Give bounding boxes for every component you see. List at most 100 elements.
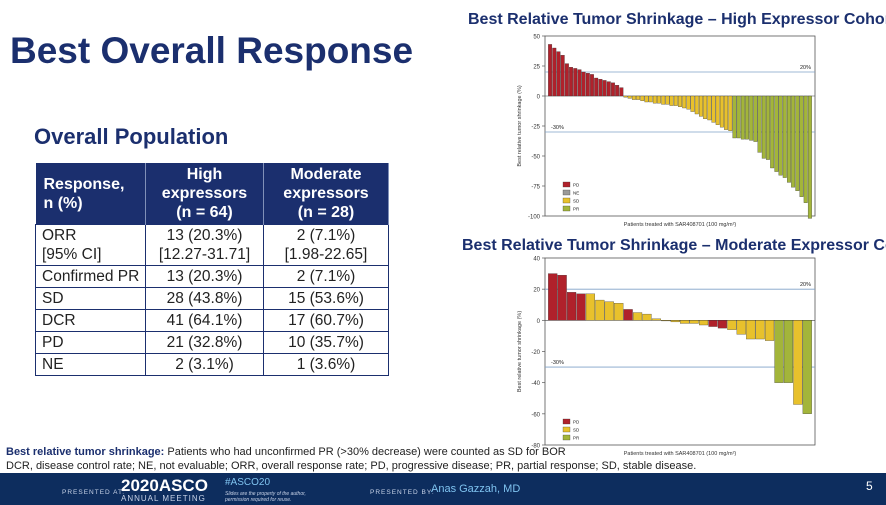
legend-label: PR (573, 207, 580, 212)
bar (686, 95, 691, 110)
bar (633, 312, 643, 321)
bar (567, 292, 577, 321)
table-row: DCR 41 (64.1%) 17 (60.7%) (35, 309, 389, 332)
legend-label: SD (573, 199, 580, 204)
table-cell: 21 (32.8%) (145, 331, 264, 354)
table-cell: 17 (60.7%) (263, 309, 389, 332)
footnote-bold: Best relative tumor shrinkage: (6, 446, 165, 458)
y-tick-label: 0 (537, 95, 541, 101)
bar (717, 320, 727, 329)
table-cell: 15 (53.6%) (263, 287, 389, 310)
bar (577, 69, 582, 97)
bar (614, 303, 624, 321)
bar (803, 95, 808, 203)
table-cell: DCR (35, 309, 146, 332)
bar (770, 95, 775, 169)
bar (569, 67, 573, 97)
bar (636, 95, 641, 100)
y-tick-label: -50 (531, 155, 540, 161)
bar (640, 95, 645, 101)
bar (791, 95, 796, 188)
legend-swatch (562, 205, 571, 212)
bar (661, 320, 671, 322)
table-header-cell: Moderate expressors (n = 28) (263, 163, 389, 225)
bar (724, 95, 729, 130)
bar (736, 95, 741, 139)
bar (694, 95, 699, 115)
bar (678, 95, 682, 107)
bar (799, 95, 804, 197)
chart-title-moderate: Best Relative Tumor Shrinkage – Moderate… (462, 237, 886, 254)
bar (651, 318, 661, 321)
page-title: Best Overall Response (10, 30, 414, 71)
bar (774, 95, 779, 172)
table-cell: 2 (7.1%) (263, 265, 389, 288)
bar (745, 95, 749, 140)
y-tick-label: -25 (531, 125, 540, 131)
bar (665, 95, 670, 105)
table-row: NE 2 (3.1%) 1 (3.6%) (35, 353, 389, 376)
bar (699, 95, 703, 117)
legend-swatch (562, 434, 571, 441)
bar (602, 80, 607, 97)
bar (627, 95, 632, 99)
plot-frame (544, 35, 816, 217)
bar (740, 95, 745, 140)
y-tick-label: -80 (531, 444, 540, 450)
bar (623, 309, 633, 321)
bar (802, 320, 812, 414)
section-title: Overall Population (34, 124, 229, 149)
bar (552, 47, 557, 97)
x-axis-label: Patients treated with SAR408701 (100 mg/… (624, 451, 737, 457)
bar (606, 81, 611, 97)
bar (757, 95, 762, 153)
bar (699, 320, 709, 326)
chart-title-high: Best Relative Tumor Shrinkage – High Exp… (468, 11, 886, 28)
bar (590, 74, 594, 97)
table-cell: 2 (7.1%) [1.98-22.65] (263, 224, 389, 266)
table-header-cell: Response, n (%) (35, 163, 146, 225)
table-row: SD 28 (43.8%) 15 (53.6%) (35, 287, 389, 310)
page-number: 5 (866, 479, 873, 493)
bar (680, 320, 690, 324)
reference-line-label: -30% (551, 125, 564, 131)
bar (619, 87, 624, 97)
bar (728, 95, 733, 131)
bar (557, 274, 567, 321)
bar (548, 273, 558, 321)
table-cell: Confirmed PR (35, 265, 146, 288)
footer-bar: PRESENTED AT: 2020ASCO ANNUAL MEETING #A… (0, 473, 886, 505)
bar (787, 95, 791, 183)
legend-swatch (562, 418, 571, 425)
bar (648, 95, 653, 103)
bar (753, 95, 758, 142)
bar (581, 71, 586, 97)
bar (564, 63, 569, 97)
legend-label: PD (573, 420, 580, 425)
bar (631, 95, 636, 100)
table-cell: 10 (35.7%) (263, 331, 389, 354)
table-row: Confirmed PR 13 (20.3%) 2 (7.1%) (35, 265, 389, 288)
reference-line-label: 20% (800, 282, 811, 288)
table-header-row: Response, n (%) High expressors (n = 64) Mod… (35, 163, 389, 225)
bar (708, 320, 718, 327)
bar (719, 95, 724, 128)
bar (746, 320, 756, 340)
legend-label: SD (573, 428, 580, 433)
bar (669, 95, 674, 106)
legend-label: NE (573, 191, 579, 196)
y-tick-label: 20 (533, 288, 540, 294)
legend-swatch (562, 181, 571, 188)
y-tick-label: -20 (531, 350, 540, 356)
table-row: ORR [95% CI] 13 (20.3%) [12.27-31.71] 2 (7.1… (35, 224, 389, 266)
table-cell: NE (35, 353, 146, 376)
bar (793, 320, 803, 405)
bar (573, 68, 578, 97)
bar (755, 320, 765, 340)
bar (783, 320, 793, 383)
legend-swatch (562, 197, 571, 204)
table-cell: 1 (3.6%) (263, 353, 389, 376)
y-axis-label: Best relative tumor shrinkage (%) (517, 311, 523, 392)
bar (594, 77, 599, 97)
bar (585, 73, 590, 97)
